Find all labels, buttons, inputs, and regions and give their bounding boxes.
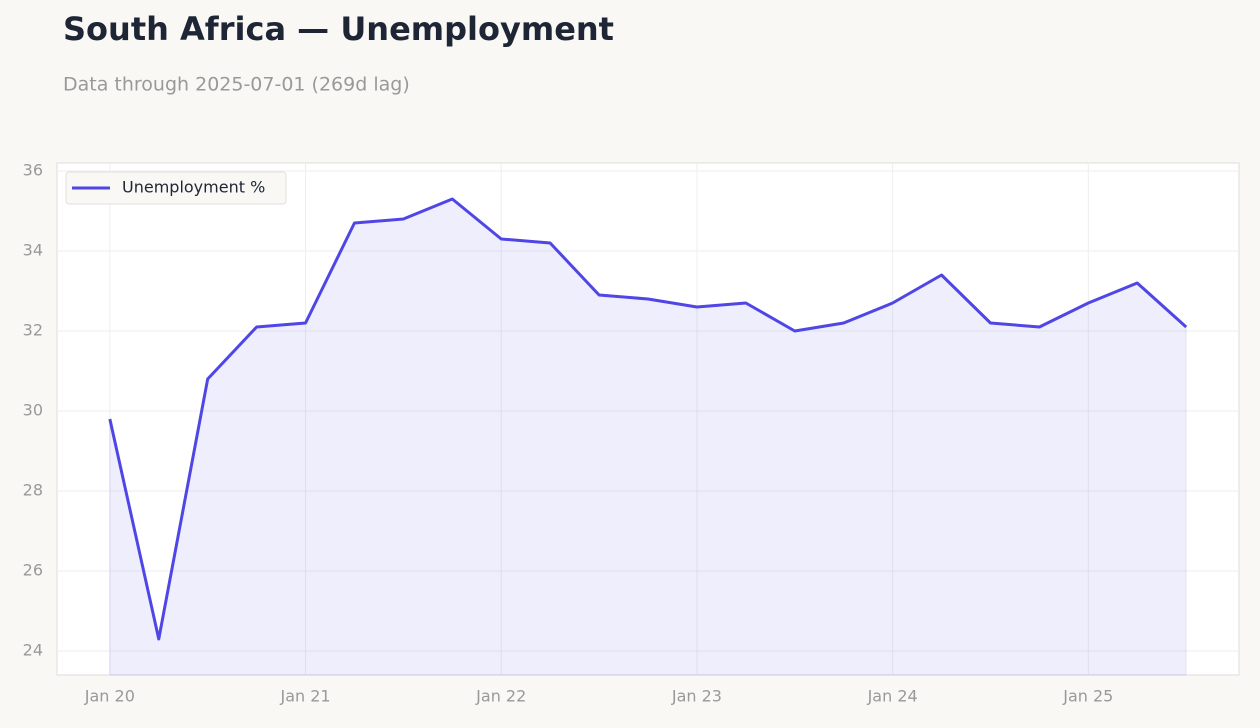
- chart-title: South Africa — Unemployment: [63, 10, 614, 48]
- y-tick-label: 32: [23, 321, 43, 340]
- y-tick-label: 36: [23, 161, 43, 180]
- line: [108, 197, 1188, 641]
- chart-subtitle: Data through 2025-07-01 (269d lag): [63, 74, 410, 96]
- legend-label: Unemployment %: [122, 178, 265, 197]
- y-tick-label: 26: [23, 561, 43, 580]
- x-tick-label: Jan 20: [84, 687, 135, 706]
- y-tick-label: 28: [23, 481, 43, 500]
- x-tick-label: Jan 23: [671, 687, 722, 706]
- y-tick-label: 34: [23, 241, 43, 260]
- plot-area: [56, 162, 1240, 676]
- y-tick-label: 24: [23, 641, 43, 660]
- x-tick-label: Jan 25: [1062, 687, 1113, 706]
- x-tick-label: Jan 22: [475, 687, 526, 706]
- x-tick-label: Jan 21: [279, 687, 330, 706]
- x-tick-label: Jan 24: [867, 687, 918, 706]
- legend: Unemployment %: [65, 171, 287, 205]
- y-tick-label: 30: [23, 401, 43, 420]
- legend-box: [65, 171, 287, 205]
